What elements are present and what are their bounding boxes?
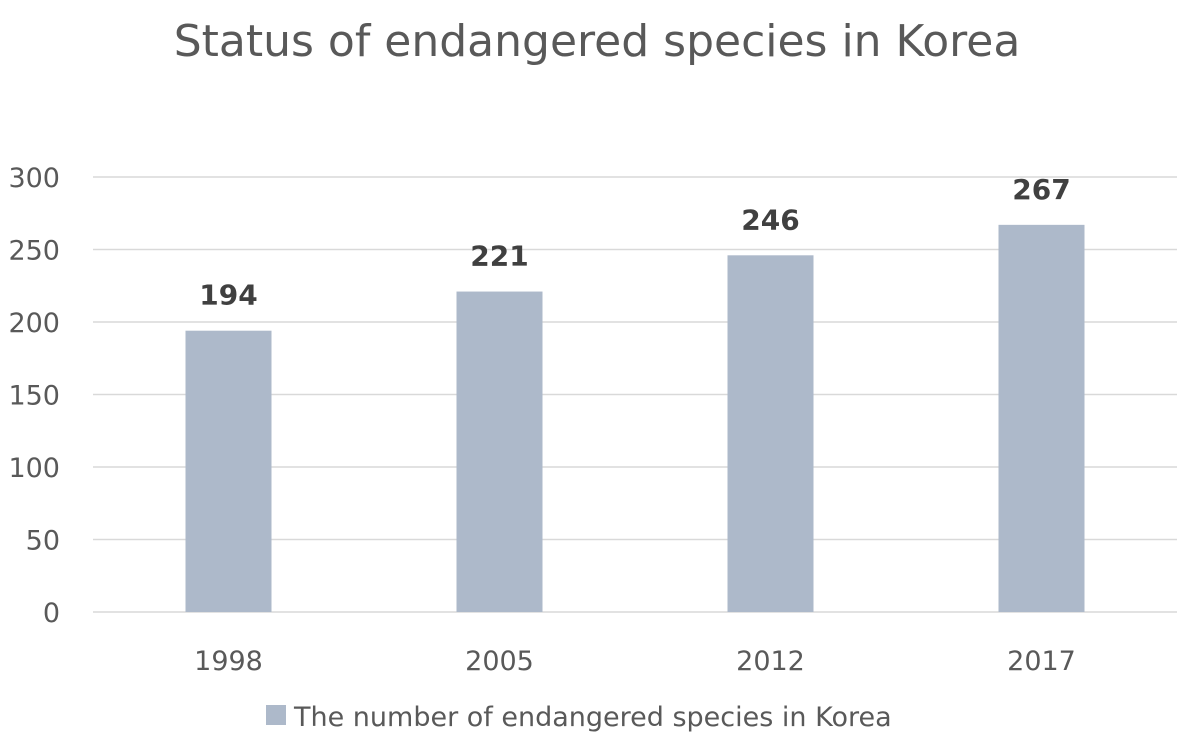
- bar: [998, 224, 1085, 612]
- x-tick-label: 2005: [465, 646, 534, 677]
- x-tick-label: 2012: [736, 646, 805, 677]
- data-label: 194: [199, 279, 257, 312]
- bar: [185, 330, 272, 612]
- legend-swatch: [266, 705, 286, 725]
- y-tick-label: 300: [8, 163, 60, 194]
- y-tick-label: 150: [8, 381, 60, 412]
- data-label: 246: [741, 203, 799, 236]
- data-label: 267: [1012, 173, 1070, 206]
- y-tick-label: 200: [8, 308, 60, 339]
- bar: [727, 255, 814, 613]
- x-tick-label: 1998: [194, 646, 263, 677]
- legend-label: The number of endangered species in Kore…: [293, 702, 892, 733]
- x-axis-ticks: 1998 2005 2012 2017: [194, 646, 1076, 677]
- y-axis-ticks: 0 50 100 150 200 250 300: [8, 163, 60, 629]
- x-tick-label: 2017: [1007, 646, 1076, 677]
- y-tick-label: 50: [26, 526, 60, 557]
- y-tick-label: 0: [43, 598, 60, 629]
- bars: [185, 224, 1085, 613]
- y-tick-label: 250: [8, 236, 60, 267]
- bar: [456, 291, 543, 612]
- data-labels: 194 221 246 267: [199, 173, 1070, 312]
- legend: The number of endangered species in Kore…: [266, 702, 892, 733]
- gridlines: [93, 176, 1177, 613]
- y-tick-label: 100: [8, 453, 60, 484]
- chart-title: Status of endangered species in Korea: [174, 16, 1021, 67]
- data-label: 221: [470, 240, 528, 273]
